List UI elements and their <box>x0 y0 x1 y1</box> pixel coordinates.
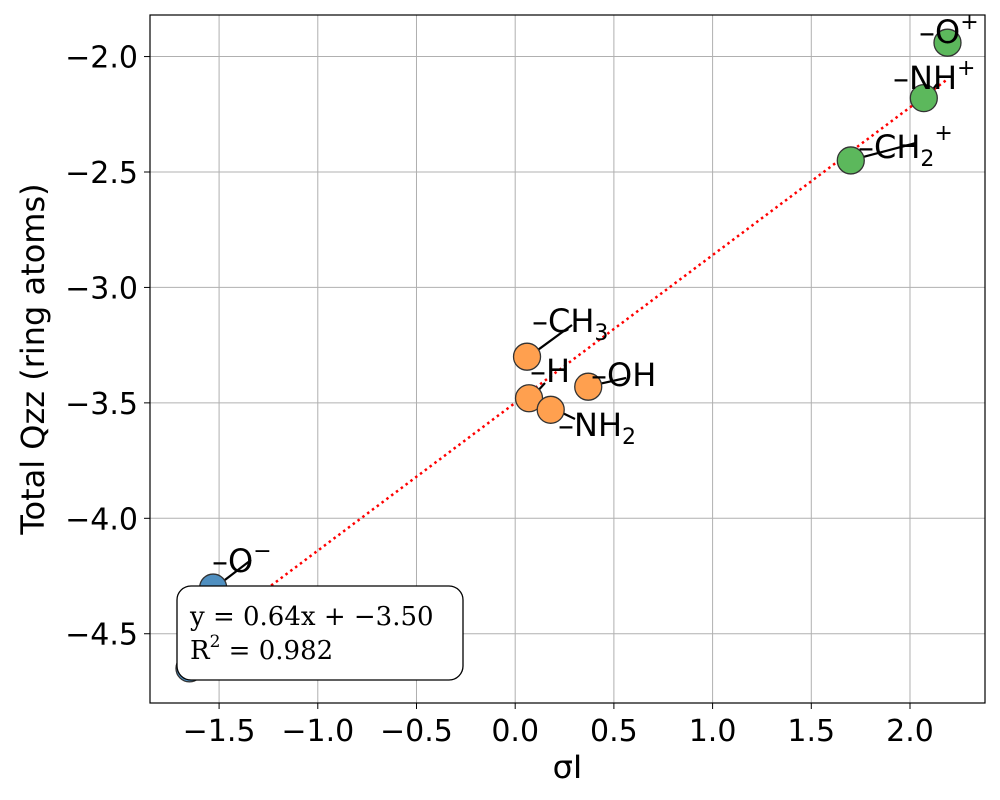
grid-lines <box>150 15 985 703</box>
point-label-text: –CH <box>858 128 920 166</box>
point-label-text: –O <box>212 542 253 580</box>
r-squared-symbol: R <box>190 636 211 666</box>
point-label-subscript: 3 <box>594 321 608 346</box>
point-label-text: –NH <box>558 406 622 444</box>
x-tick-label: 1.0 <box>689 714 737 749</box>
r-squared: R2 = 0.982 <box>190 632 333 666</box>
r-squared-value: = 0.982 <box>220 636 333 666</box>
r-squared-exponent: 2 <box>210 632 221 652</box>
fit-equation: y = 0.64x + −3.50 <box>189 602 434 632</box>
point-label: –O+ <box>919 10 979 51</box>
point-label: –O− <box>212 539 272 580</box>
y-tick-label: −3.5 <box>65 387 138 422</box>
x-tick-label: −1.0 <box>281 714 354 749</box>
y-tick-label: −2.0 <box>65 41 138 76</box>
point-label-superscript: + <box>934 121 952 146</box>
data-point <box>836 146 865 175</box>
data-point <box>536 395 565 424</box>
point-label-text: –O <box>919 13 960 51</box>
y-tick-label: −2.5 <box>65 156 138 191</box>
y-axis-ticks: −2.0 −2.5 −3.0 −3.5 −4.0 −4.5 <box>65 41 150 653</box>
y-tick-label: −3.0 <box>65 271 138 306</box>
point-label-superscript: + <box>957 56 975 81</box>
y-tick-label: −4.0 <box>65 502 138 537</box>
x-axis-label: σI <box>553 748 583 786</box>
equation-box: y = 0.64x + −3.50 R2 = 0.982 <box>176 585 464 681</box>
point-label-text: –H <box>530 352 570 390</box>
point-label: –H <box>530 352 570 390</box>
point-label-text: –CH <box>532 302 594 340</box>
data-point <box>514 384 544 413</box>
x-tick-label: −1.5 <box>183 714 256 749</box>
point-labels: –O−–CH3–H –OH–NH2–CH2+–NH+–O+ <box>212 10 979 580</box>
point-label: –CH3 <box>532 302 608 346</box>
point-label-subscript: 2 <box>622 425 636 450</box>
point-label: –CH2+ <box>858 121 953 172</box>
point-label: –OH <box>591 356 656 394</box>
data-point <box>512 342 542 371</box>
data-point <box>933 28 962 57</box>
y-tick-label: −4.5 <box>65 618 138 653</box>
x-tick-label: 0.0 <box>491 714 539 749</box>
x-tick-label: 2.0 <box>886 714 934 749</box>
point-label-superscript: − <box>253 539 271 564</box>
data-point <box>574 372 603 401</box>
equation-box-frame <box>176 585 464 681</box>
point-label: –NH2 <box>558 406 636 450</box>
x-axis-ticks: −1.5 −1.0 −0.5 0.0 0.5 1.0 1.5 2.0 <box>183 703 934 749</box>
plot-frame <box>149 14 986 704</box>
point-label-text: –NH <box>893 59 957 97</box>
point-label-superscript: + <box>960 10 978 35</box>
fit-line <box>188 78 949 648</box>
x-tick-label: 0.5 <box>590 714 638 749</box>
x-tick-label: −0.5 <box>380 714 453 749</box>
point-label-text: –OH <box>591 356 656 394</box>
point-label-subscript: 2 <box>920 147 934 172</box>
point-label: –NH+ <box>893 56 975 97</box>
data-point <box>909 83 938 113</box>
y-axis-label: Total Qzz (ring atoms) <box>14 183 52 535</box>
x-tick-label: 1.5 <box>787 714 835 749</box>
